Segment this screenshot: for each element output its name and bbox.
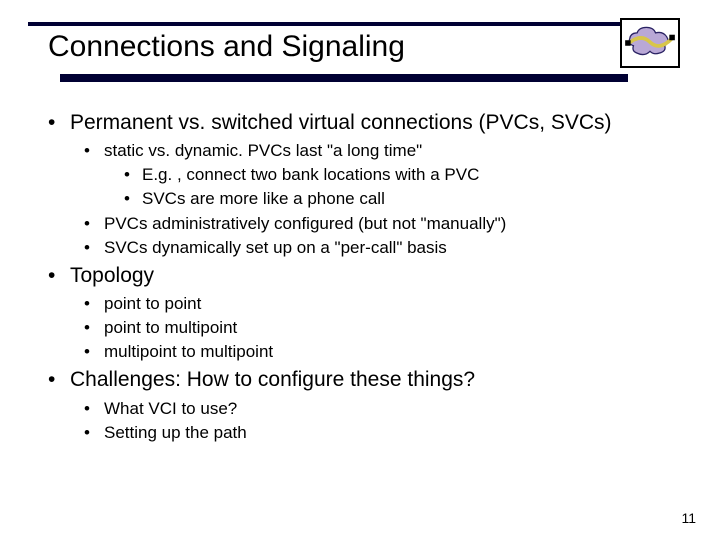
bullet-text: PVCs administratively configured (but no… — [104, 214, 506, 233]
bullet-list-lvl3: E.g. , connect two bank locations with a… — [104, 164, 700, 210]
bullet-text: point to point — [104, 294, 201, 313]
list-item: point to multipoint — [84, 317, 700, 339]
slide-logo-icon — [620, 18, 680, 68]
bullet-text: Permanent vs. switched virtual connectio… — [70, 111, 612, 134]
title-rule-bottom — [60, 74, 628, 82]
list-item: static vs. dynamic. PVCs last "a long ti… — [84, 140, 700, 210]
bullet-text: SVCs dynamically set up on a "per-call" … — [104, 238, 447, 257]
list-item: Topology point to point point to multipo… — [48, 263, 700, 364]
list-item: SVCs dynamically set up on a "per-call" … — [84, 237, 700, 259]
list-item: E.g. , connect two bank locations with a… — [124, 164, 700, 186]
page-number: 11 — [681, 510, 696, 526]
bullet-text: SVCs are more like a phone call — [142, 189, 385, 208]
bullet-list-lvl2: static vs. dynamic. PVCs last "a long ti… — [70, 140, 700, 258]
bullet-text: static vs. dynamic. PVCs last "a long ti… — [104, 141, 422, 160]
list-item: What VCI to use? — [84, 398, 700, 420]
bullet-text: Setting up the path — [104, 423, 247, 442]
bullet-text: Topology — [70, 264, 154, 287]
list-item: Challenges: How to configure these thing… — [48, 367, 700, 443]
bullet-text: E.g. , connect two bank locations with a… — [142, 165, 479, 184]
bullet-list-lvl1: Permanent vs. switched virtual connectio… — [20, 110, 700, 444]
bullet-list-lvl2: point to point point to multipoint multi… — [70, 293, 700, 363]
list-item: multipoint to multipoint — [84, 341, 700, 363]
list-item: point to point — [84, 293, 700, 315]
bullet-text: point to multipoint — [104, 318, 237, 337]
title-area: Connections and Signaling — [0, 0, 720, 70]
list-item: SVCs are more like a phone call — [124, 188, 700, 210]
list-item: Permanent vs. switched virtual connectio… — [48, 110, 700, 259]
bullet-text: Challenges: How to configure these thing… — [70, 368, 475, 391]
bullet-text: multipoint to multipoint — [104, 342, 273, 361]
bullet-text: What VCI to use? — [104, 399, 237, 418]
bullet-list-lvl2: What VCI to use? Setting up the path — [70, 398, 700, 444]
list-item: Setting up the path — [84, 422, 700, 444]
slide-body: Permanent vs. switched virtual connectio… — [0, 110, 720, 444]
list-item: PVCs administratively configured (but no… — [84, 213, 700, 235]
title-rule-top — [28, 22, 628, 26]
